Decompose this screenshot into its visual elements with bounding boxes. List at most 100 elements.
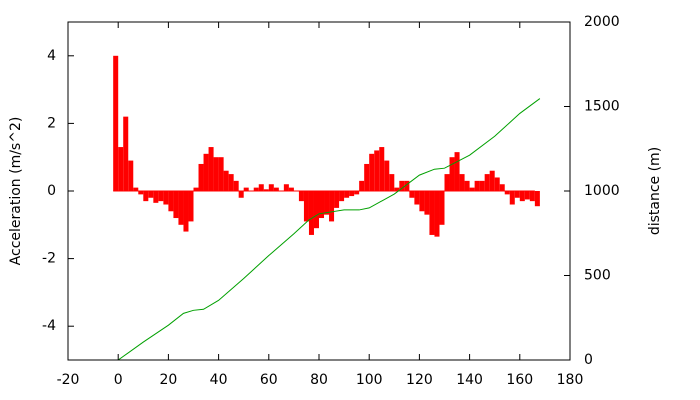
bar	[354, 191, 360, 195]
bar	[499, 184, 505, 191]
bar	[424, 191, 430, 215]
x-tick-label: 140	[456, 372, 483, 388]
bar	[253, 187, 259, 191]
bar	[128, 160, 134, 191]
bar	[519, 191, 525, 202]
bar	[133, 187, 139, 191]
bar	[409, 191, 415, 198]
bar	[143, 191, 149, 202]
bar	[474, 180, 480, 191]
bar	[479, 180, 485, 191]
bar	[233, 180, 239, 191]
bar	[339, 191, 345, 202]
bar	[193, 187, 199, 191]
bar	[329, 191, 335, 222]
y2-tick-label: 1500	[584, 99, 620, 115]
bar	[529, 191, 535, 202]
bar	[228, 174, 234, 191]
bar	[394, 187, 400, 191]
bar	[439, 191, 445, 225]
bar	[298, 191, 304, 202]
bar	[419, 191, 425, 212]
y-tick-label: 2	[47, 115, 56, 131]
plot-border	[67, 21, 571, 361]
bar	[504, 191, 510, 195]
bar	[319, 191, 325, 219]
bar	[429, 191, 435, 235]
bar	[243, 187, 249, 191]
bar	[464, 180, 470, 191]
bar	[359, 180, 365, 191]
bar	[208, 147, 214, 191]
bar	[213, 157, 219, 191]
bar	[188, 191, 194, 222]
bar	[158, 191, 164, 202]
bar	[218, 157, 224, 191]
bar	[198, 163, 204, 191]
bar	[153, 191, 159, 203]
y-tick-label: 4	[47, 48, 56, 64]
y-tick-label: -4	[42, 318, 56, 334]
bar	[449, 157, 455, 191]
bar	[168, 191, 174, 212]
x-tick-label: 160	[506, 372, 533, 388]
x-tick-label: -20	[57, 372, 80, 388]
bar	[509, 191, 515, 205]
bar	[313, 191, 319, 229]
bar	[534, 191, 540, 207]
bar	[183, 191, 189, 232]
bar	[364, 163, 370, 191]
bar	[324, 191, 330, 215]
bar	[203, 153, 209, 191]
bar	[459, 174, 465, 191]
y2-tick-label: 2000	[584, 14, 620, 30]
bar	[379, 147, 385, 191]
bar	[148, 191, 154, 198]
bar	[374, 150, 380, 191]
bar	[263, 189, 269, 191]
bar	[268, 184, 274, 191]
x-tick-label: 0	[114, 372, 123, 388]
bar	[123, 116, 129, 191]
bar	[384, 160, 390, 191]
bar	[223, 170, 229, 191]
bar	[444, 174, 450, 191]
bar	[308, 191, 314, 235]
bar	[113, 55, 119, 191]
bar	[434, 191, 440, 237]
bar	[514, 191, 520, 198]
y2-tick-label: 500	[584, 268, 611, 284]
bar	[273, 187, 279, 191]
x-tick-label: 60	[260, 372, 278, 388]
bar	[334, 191, 340, 208]
x-tick-label: 80	[310, 372, 328, 388]
bar	[138, 191, 144, 195]
bar	[454, 152, 460, 191]
bar	[524, 191, 530, 200]
y-axis-title: Acceleration (m/s^2)	[8, 117, 24, 266]
y-tick-label: -2	[42, 251, 56, 267]
bar	[283, 184, 289, 191]
y2-tick-label: 0	[584, 352, 593, 368]
bar	[173, 191, 179, 219]
bar	[238, 191, 244, 198]
distance-line	[117, 98, 541, 361]
x-tick-label: 20	[159, 372, 177, 388]
bar	[469, 187, 475, 191]
bar	[369, 153, 375, 191]
x-tick-label: 180	[557, 372, 584, 388]
bar	[484, 174, 490, 191]
bar	[489, 170, 495, 191]
bar	[344, 191, 350, 198]
x-tick-label: 40	[210, 372, 228, 388]
bar	[389, 174, 395, 191]
y2-axis-title: distance (m)	[647, 147, 663, 235]
bar	[258, 184, 264, 191]
bar	[118, 147, 124, 191]
bar	[349, 191, 355, 197]
bar	[399, 180, 405, 191]
bar	[163, 191, 169, 205]
x-tick-label: 120	[406, 372, 433, 388]
bar	[404, 180, 410, 191]
